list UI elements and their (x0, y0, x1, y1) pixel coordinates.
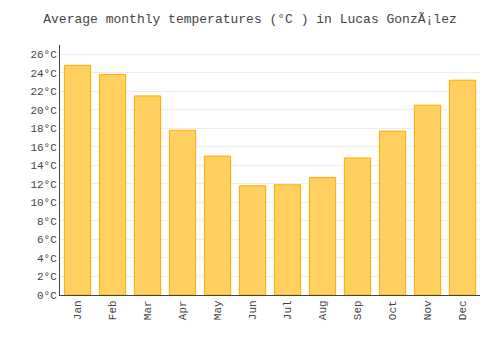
svg-text:Average monthly temperatures (: Average monthly temperatures (°C ) in Lu… (43, 12, 456, 27)
svg-text:Mar: Mar (142, 300, 154, 320)
svg-text:Jul: Jul (282, 300, 294, 320)
svg-text:24°C: 24°C (30, 68, 57, 80)
svg-text:0°C: 0°C (37, 290, 57, 302)
svg-text:Apr: Apr (177, 300, 189, 320)
svg-text:22°C: 22°C (30, 86, 57, 98)
svg-text:26°C: 26°C (30, 49, 57, 61)
svg-text:Jan: Jan (72, 300, 84, 320)
svg-text:May: May (212, 300, 224, 320)
svg-text:14°C: 14°C (30, 160, 57, 172)
svg-text:12°C: 12°C (30, 179, 57, 191)
svg-text:4°C: 4°C (37, 253, 57, 265)
svg-text:20°C: 20°C (30, 105, 57, 117)
svg-text:2°C: 2°C (37, 271, 57, 283)
svg-text:16°C: 16°C (30, 142, 57, 154)
svg-text:Aug: Aug (317, 300, 329, 320)
svg-text:8°C: 8°C (37, 216, 57, 228)
svg-text:10°C: 10°C (30, 197, 57, 209)
svg-text:Sep: Sep (352, 300, 364, 320)
svg-text:Feb: Feb (107, 300, 119, 320)
svg-text:Oct: Oct (387, 300, 399, 320)
svg-text:18°C: 18°C (30, 123, 57, 135)
svg-text:Jun: Jun (247, 300, 259, 320)
svg-text:6°C: 6°C (37, 234, 57, 246)
svg-text:Dec: Dec (457, 300, 469, 320)
svg-text:Nov: Nov (422, 300, 434, 320)
